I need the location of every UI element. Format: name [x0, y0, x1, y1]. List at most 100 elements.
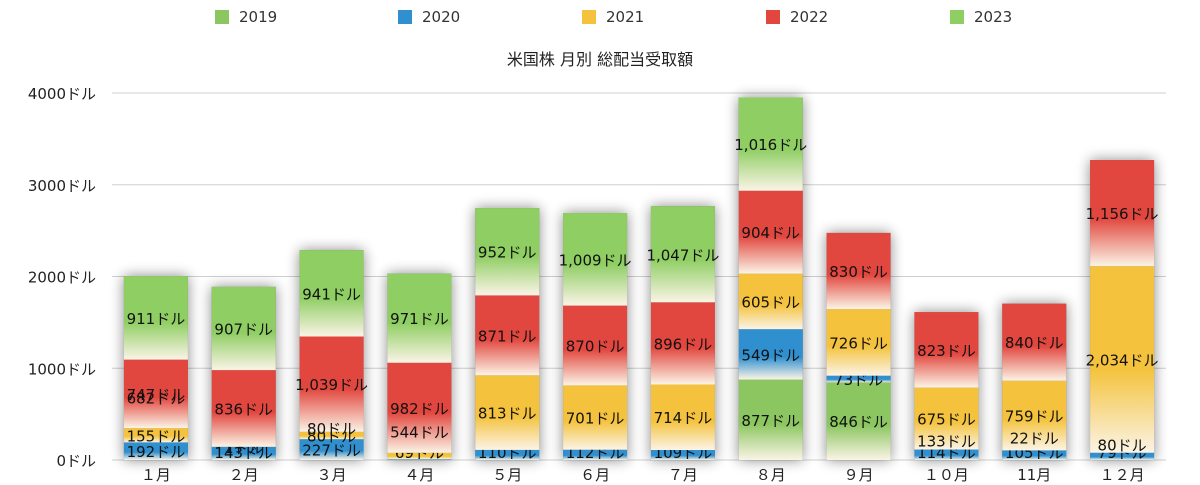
legend-label: 2022	[790, 8, 829, 26]
legend-item: 2022	[766, 8, 828, 26]
legend-item: 2023	[950, 8, 1012, 26]
legend-swatch	[766, 10, 780, 24]
x-tick-label: ３月	[317, 466, 347, 484]
data-label: 759ドル	[1005, 408, 1064, 426]
data-label: 846ドル	[829, 413, 888, 431]
legend-item: 2020	[398, 8, 460, 26]
bar-segment	[475, 208, 540, 296]
bar-segment	[1090, 452, 1155, 460]
bar-segment	[299, 250, 364, 337]
bar-segment	[826, 232, 891, 310]
data-label: 605ドル	[741, 293, 800, 311]
data-label: 1,009ドル	[559, 251, 632, 269]
data-label: 836ドル	[214, 400, 273, 418]
data-label: 143ドル	[214, 444, 273, 462]
x-tick-label: １２月	[1100, 466, 1145, 484]
data-label: 971ドル	[390, 310, 449, 328]
bar-segment	[475, 295, 540, 376]
legend-swatch	[582, 10, 596, 24]
bar-segment	[826, 309, 891, 376]
bar-segment	[650, 449, 715, 460]
bar-segment	[123, 359, 188, 429]
data-label: 823ドル	[917, 342, 976, 360]
x-tick-label: １月	[141, 466, 171, 484]
data-label: 1,016ドル	[734, 136, 807, 154]
y-tick-label: 2000ドル	[28, 269, 96, 287]
data-label: 747ドル	[127, 386, 186, 404]
data-label: 155ドル	[127, 427, 186, 445]
bar-segment	[1090, 160, 1155, 267]
bar-segment	[914, 387, 979, 450]
data-label: 682ドル	[127, 389, 186, 407]
bar-segment	[387, 362, 452, 453]
bar-segment	[475, 449, 540, 460]
data-label: 549ドル	[741, 346, 800, 364]
bar-segment	[211, 286, 276, 371]
bar-segment	[299, 336, 364, 432]
legend-swatch	[215, 10, 229, 24]
bar-segment	[738, 97, 803, 191]
data-label: 830ドル	[829, 263, 888, 281]
data-label: 675ドル	[917, 411, 976, 429]
x-tick-label: ５月	[492, 466, 522, 484]
bar-segment	[826, 382, 891, 460]
data-label: 982ドル	[390, 400, 449, 418]
bar-segment	[211, 446, 276, 460]
data-label: 701ドル	[566, 410, 625, 428]
bar-segment	[563, 213, 628, 306]
data-label: 22ドル	[1010, 430, 1059, 448]
data-label: 726ドル	[829, 334, 888, 352]
x-tick-label: ９月	[844, 466, 874, 484]
y-tick-label: 1000ドル	[28, 360, 96, 378]
x-tick-label: ４月	[404, 466, 434, 484]
legend-item: 2019	[215, 8, 277, 26]
data-label: 227ドル	[302, 442, 361, 460]
data-label: 904ドル	[741, 224, 800, 242]
data-label: 941ドル	[302, 285, 361, 303]
bar-segment	[563, 305, 628, 386]
data-label: 813ドル	[478, 405, 537, 423]
bar-segment	[738, 273, 803, 330]
x-tick-label: ２月	[229, 466, 259, 484]
bar-segment	[826, 375, 891, 383]
bar-segment	[914, 312, 979, 388]
y-tick-label: 3000ドル	[28, 177, 96, 195]
bar-segment	[123, 428, 188, 443]
x-tick-label: ８月	[756, 466, 786, 484]
bar-segment	[299, 439, 364, 460]
bar-segment	[123, 276, 188, 360]
data-label: 192ドル	[127, 443, 186, 461]
bar-segment	[563, 449, 628, 460]
data-label: 714ドル	[654, 409, 713, 427]
legend: 2019 2020 2021 2022 2023	[0, 8, 1200, 30]
data-label: 911ドル	[127, 310, 186, 328]
data-label: 2,034ドル	[1086, 351, 1159, 369]
data-label: 907ドル	[214, 320, 273, 338]
data-label: 133ドル	[917, 432, 976, 450]
bar-segment	[914, 449, 979, 460]
bar-segment	[387, 273, 452, 363]
data-label: 80ドル	[307, 420, 356, 438]
legend-item: 2021	[582, 8, 644, 26]
data-label: 80ドル	[1098, 436, 1147, 454]
bar-segment	[1002, 303, 1067, 381]
data-label: 896ドル	[654, 335, 713, 353]
data-label: 1,156ドル	[1086, 205, 1159, 223]
x-tick-label: １０月	[924, 466, 969, 484]
data-label: 544ドル	[390, 424, 449, 442]
bar-segment	[1090, 266, 1155, 453]
x-tick-label: ６月	[580, 466, 610, 484]
bar-segment	[738, 329, 803, 380]
data-label: 952ドル	[478, 244, 537, 262]
bar-segment	[299, 431, 364, 440]
legend-label: 2020	[422, 8, 461, 26]
x-tick-label: 11月	[1017, 466, 1051, 484]
y-tick-label: 4000ドル	[28, 85, 96, 103]
legend-swatch	[398, 10, 412, 24]
chart-title: 米国株 月別 総配当受取額	[506, 50, 694, 69]
bar-segment	[475, 375, 540, 450]
data-label: 877ドル	[741, 412, 800, 430]
legend-swatch	[950, 10, 964, 24]
